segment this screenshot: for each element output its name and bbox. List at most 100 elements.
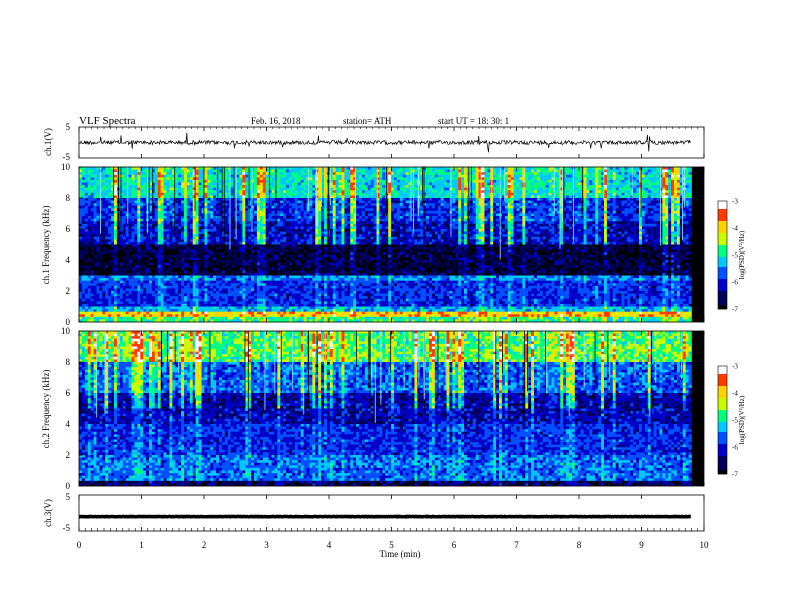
spectrogram-cell	[507, 182, 511, 186]
spectrogram-cell	[356, 221, 360, 225]
spectrogram-cell	[169, 216, 173, 219]
spectrogram-cell	[676, 174, 681, 178]
spectrogram-cell	[181, 226, 185, 230]
spectrogram-cell	[213, 216, 217, 219]
spectrogram-cell	[376, 216, 380, 219]
spectrogram-cell	[213, 190, 217, 194]
spectrogram-cell	[297, 190, 301, 194]
spectrogram-cell	[79, 203, 83, 207]
spectrogram-cell	[405, 218, 409, 222]
spectrogram-cell	[128, 213, 132, 217]
spectrogram-cell	[93, 187, 97, 191]
spectrogram-cell	[125, 203, 129, 207]
spectrogram-cell	[618, 213, 622, 217]
spectrogram-cell	[458, 177, 462, 181]
spectrogram-cell	[674, 198, 678, 201]
spectrogram-cell	[143, 192, 147, 196]
spectrogram-cell	[347, 213, 351, 217]
spectrogram-cell	[668, 169, 672, 173]
spectrogram-cell	[595, 218, 599, 222]
spectrogram-cell	[356, 203, 360, 207]
spectrogram-cell	[230, 210, 234, 214]
spectrogram-cell	[312, 179, 316, 183]
spectrogram-cell	[504, 213, 509, 217]
spectrogram-cell	[259, 216, 264, 219]
spectrogram-cell	[245, 226, 249, 230]
spectrogram-cell	[149, 190, 153, 194]
spectrogram-cell	[111, 187, 115, 191]
spectrogram-cell	[539, 177, 544, 181]
spectrogram-cell	[493, 210, 497, 214]
spectrogram-cell	[157, 190, 161, 194]
spectrogram-cell	[84, 177, 89, 181]
spectrogram-cell	[248, 205, 252, 209]
spectrogram-cell	[513, 187, 517, 191]
spectrogram-cell	[160, 195, 164, 199]
spectrogram-cell	[271, 198, 275, 201]
spectrogram-cell	[583, 198, 587, 201]
spectrogram-cell	[376, 195, 380, 199]
spectrogram-cell	[396, 208, 401, 212]
spectrogram-cell	[434, 213, 439, 217]
spectrogram-cell	[114, 213, 118, 217]
spectrogram-cell	[437, 213, 441, 217]
spectrogram-cell	[131, 208, 135, 212]
spectrogram-cell	[569, 203, 573, 207]
spectrogram-cell	[283, 185, 287, 188]
spectrogram-cell	[321, 200, 325, 204]
spectrogram-cell	[341, 213, 345, 217]
spectrogram-cell	[268, 216, 272, 219]
spectrogram-cell	[516, 226, 520, 230]
spectrogram-cell	[219, 210, 223, 214]
spectrogram-cell	[423, 213, 427, 217]
spectrogram-cell	[131, 174, 135, 178]
spectrogram-cell	[621, 203, 625, 207]
spectrogram-cell	[335, 216, 339, 219]
spectrogram-cell	[478, 179, 482, 183]
spectrogram-cell	[641, 218, 646, 222]
spectrogram-cell	[367, 205, 371, 209]
spectrogram-cell	[204, 192, 208, 196]
spectrogram-cell	[621, 205, 625, 209]
spectrogram-cell	[405, 182, 409, 186]
spectrogram-cell	[102, 221, 106, 225]
spectrogram-cell	[347, 195, 351, 199]
spectrogram-cell	[239, 177, 243, 181]
spectrogram-cell	[598, 172, 602, 176]
spectrogram-cell	[446, 226, 450, 230]
spectrogram-cell	[504, 208, 509, 212]
spectrogram-cell	[426, 226, 430, 230]
spectrogram-cell	[382, 210, 386, 214]
spectrogram-cell	[224, 226, 229, 230]
spectrogram-cell	[668, 208, 672, 212]
spectrogram-cell	[595, 182, 599, 186]
spectrogram-cell	[493, 169, 497, 173]
spectrogram-cell	[394, 200, 398, 204]
spectrogram-cell	[429, 216, 433, 219]
spectrogram-cell	[569, 174, 573, 178]
spectrogram-cell	[475, 221, 479, 225]
spectrogram-cell	[379, 167, 383, 170]
spectrogram-cell	[178, 182, 182, 186]
spectrogram-cell	[184, 185, 188, 188]
spectrogram-cell	[391, 195, 395, 199]
spectrogram-cell	[630, 203, 634, 207]
spectrogram-cell	[674, 187, 678, 191]
spectrogram-cell	[633, 169, 637, 173]
spectrogram-cell	[251, 192, 255, 196]
spectrogram-cell	[99, 221, 103, 225]
spectrogram-cell	[586, 179, 590, 183]
spectrogram-cell	[90, 213, 94, 217]
spectrogram-cell	[461, 205, 465, 209]
spectrogram-cell	[589, 172, 593, 176]
spectrogram-cell	[280, 221, 284, 225]
spectrogram-cell	[309, 213, 313, 217]
spectrogram-cell	[399, 187, 404, 191]
spectrogram-cell	[90, 177, 94, 181]
spectrogram-cell	[172, 216, 176, 219]
spectrogram-cell	[408, 187, 412, 191]
spectrogram-cell	[665, 192, 669, 196]
spectrogram-cell	[353, 177, 357, 181]
spectrogram-cell	[668, 205, 672, 209]
spectrogram-cell	[251, 169, 255, 173]
